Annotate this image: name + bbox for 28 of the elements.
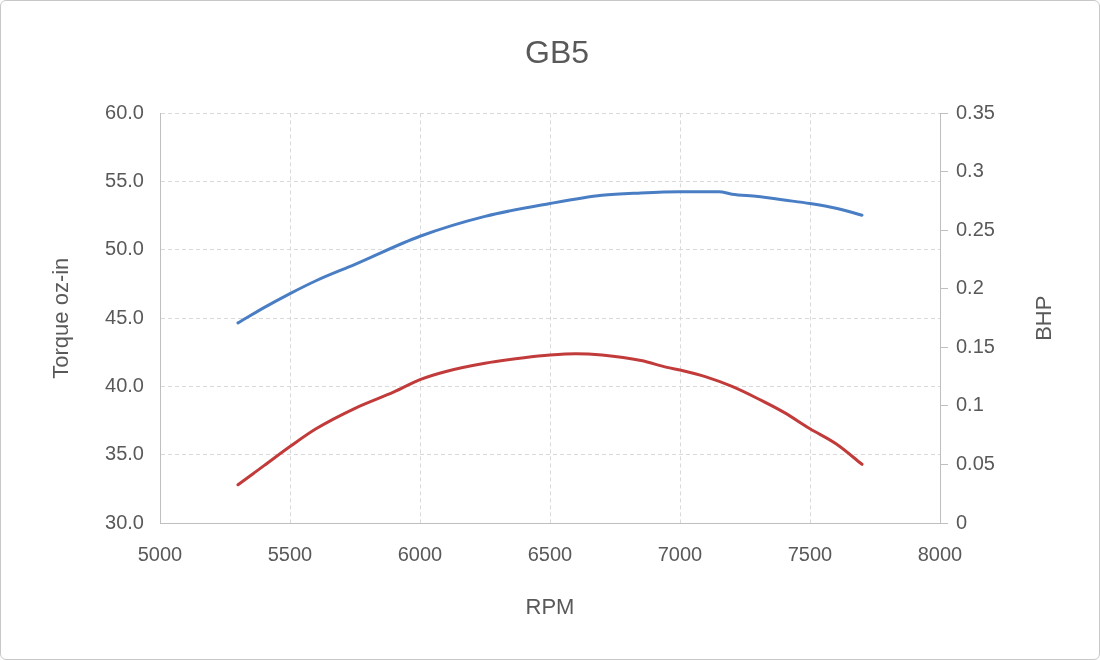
y-tick-label: 60.0 bbox=[105, 100, 144, 123]
chart-title: GB5 bbox=[524, 34, 590, 71]
x-tick-label: 5000 bbox=[137, 542, 183, 565]
line-series bbox=[236, 352, 864, 487]
x-tick-label: 6000 bbox=[397, 542, 443, 565]
y-tick-label: 50.0 bbox=[105, 237, 144, 260]
y2-tick-label: 0.35 bbox=[956, 100, 995, 123]
line-series bbox=[236, 190, 864, 325]
y2-tick-label: 0.05 bbox=[956, 452, 995, 474]
y-tick-label: 45.0 bbox=[105, 305, 144, 328]
x-tick-label: 6500 bbox=[527, 542, 573, 565]
x-tick-label: 7000 bbox=[657, 542, 703, 565]
y-tick-label: 55.0 bbox=[105, 169, 144, 192]
y2-axis-title: BHP bbox=[1031, 295, 1057, 341]
x-tick-label: 7500 bbox=[787, 542, 833, 565]
y-tick-label: 40.0 bbox=[105, 373, 144, 396]
y-tick-label: 30.0 bbox=[105, 510, 144, 533]
y-axis-title: Torque oz-in bbox=[48, 257, 74, 379]
x-axis-title: RPM bbox=[525, 593, 575, 619]
y2-tick-label: 0.2 bbox=[956, 276, 984, 299]
y2-tick-label: 0 bbox=[956, 510, 968, 533]
y2-tick-label: 0.1 bbox=[956, 393, 984, 416]
x-tick-label: 5500 bbox=[267, 542, 313, 565]
y2-tick-label: 0.3 bbox=[956, 159, 984, 182]
x-tick-label: 8000 bbox=[917, 542, 963, 565]
y2-tick-label: 0.15 bbox=[956, 334, 995, 357]
y2-tick-label: 0.25 bbox=[956, 217, 995, 240]
y-tick-label: 35.0 bbox=[105, 442, 144, 465]
